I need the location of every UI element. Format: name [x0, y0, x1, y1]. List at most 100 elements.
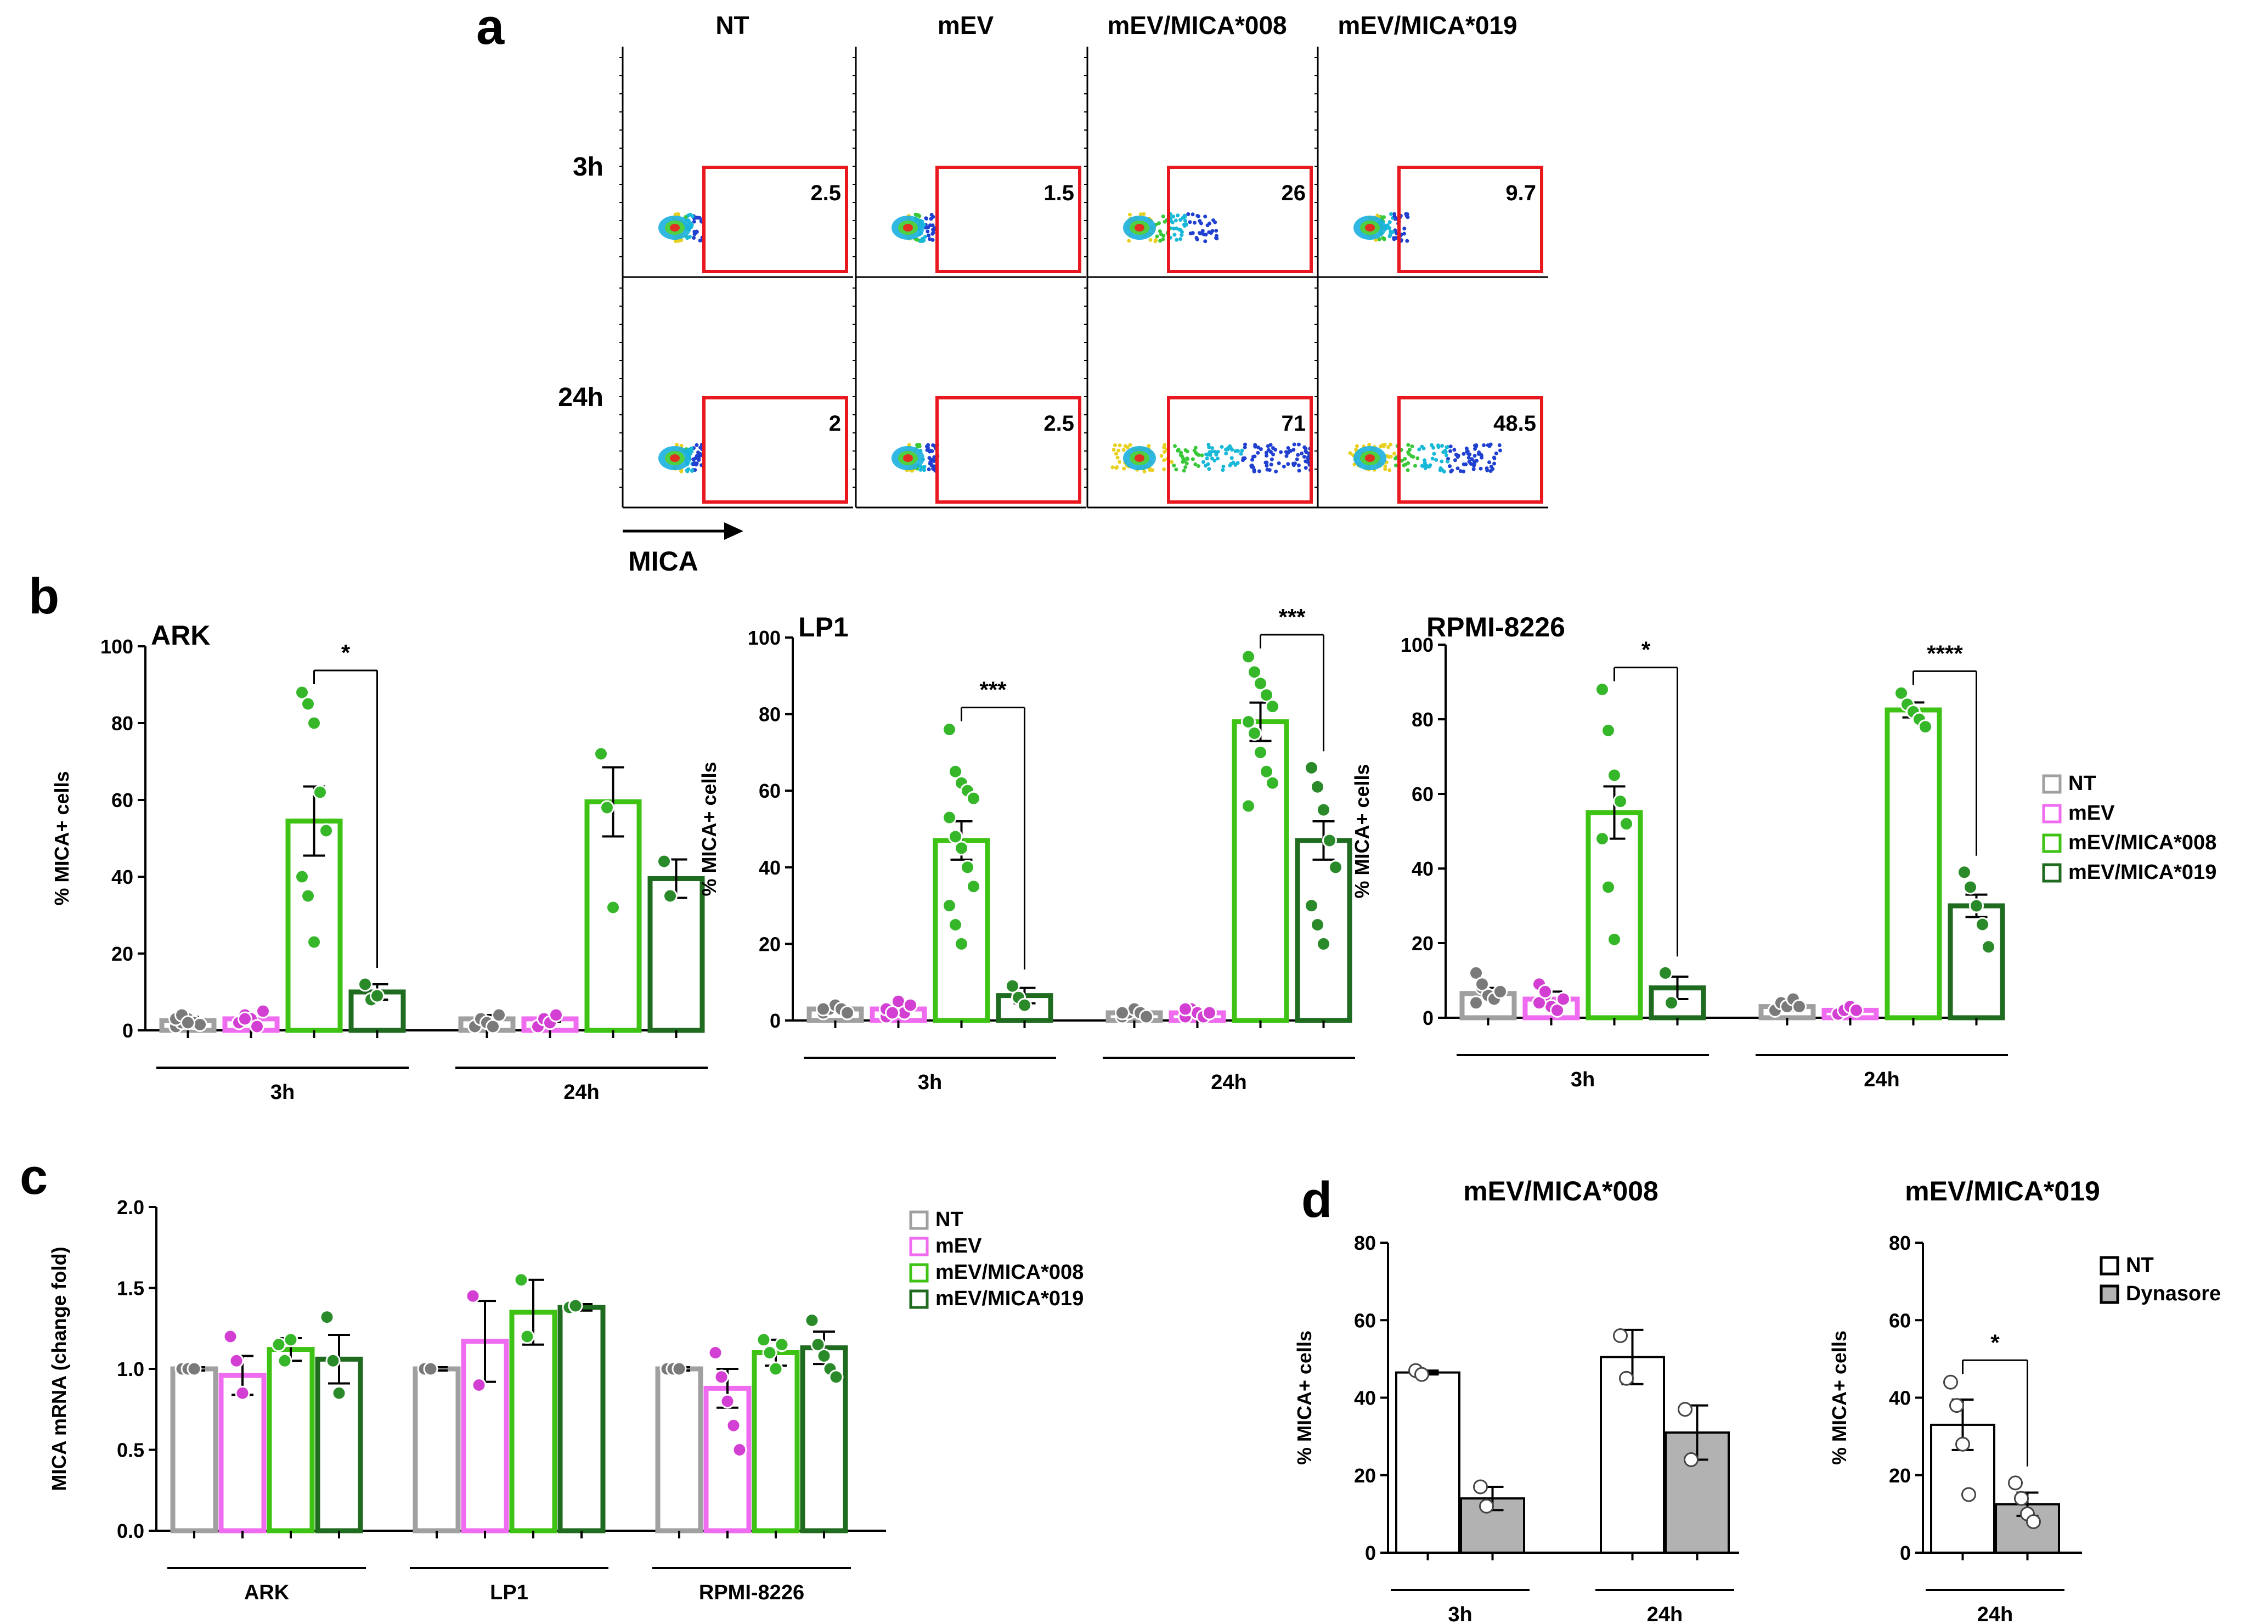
y-axis-label: % MICA+ cells: [698, 762, 720, 896]
data-point: [948, 764, 963, 779]
flow-event-dot: [1221, 464, 1226, 469]
flow-event-dot: [698, 452, 703, 456]
data-point: [283, 1332, 298, 1347]
data-point: [1259, 764, 1274, 779]
data-point: [885, 1005, 900, 1020]
data-point: [1619, 1371, 1634, 1386]
flow-event-dot: [1153, 239, 1158, 244]
group-label-lp1: LP1: [490, 1581, 528, 1604]
flow-event-dot: [1471, 467, 1476, 471]
chart-title: ARK: [151, 620, 210, 651]
data-point: [193, 1017, 207, 1032]
data-point: [1469, 965, 1483, 980]
legend-label-mev-mica-008: mEV/MICA*008: [2068, 831, 2216, 854]
flow-event-dot: [1170, 460, 1174, 464]
flow-event-dot: [1403, 456, 1407, 461]
flow-event-dot: [1434, 458, 1438, 462]
flow-event-dot: [1428, 463, 1432, 467]
data-point: [720, 1394, 735, 1409]
gate-percentage: 26: [1282, 181, 1306, 205]
data-point: [657, 854, 672, 869]
flow-event-dot: [1393, 463, 1398, 467]
flow-population-core: [670, 454, 680, 462]
data-point: [1961, 1487, 1976, 1502]
data-point: [1310, 917, 1325, 932]
bar-mev-mica-019: [315, 1356, 363, 1533]
data-point: [1253, 745, 1268, 760]
y-axis-label: MICA mRNA (change fold): [48, 1247, 70, 1491]
data-point: [1678, 1402, 1692, 1417]
significance-label: ****: [1927, 640, 1963, 666]
flow-event-dot: [1296, 453, 1300, 457]
data-point: [1556, 991, 1571, 1007]
y-axis-label: % MICA+ cells: [50, 771, 73, 905]
flow-event-dot: [1440, 444, 1445, 448]
flow-event-dot: [1469, 461, 1473, 466]
flow-event-dot: [1444, 453, 1448, 458]
significance-label: ***: [979, 677, 1007, 703]
flow-event-dot: [1163, 219, 1167, 224]
flow-event-dot: [1259, 447, 1263, 452]
group-label-3h: 3h: [1448, 1603, 1472, 1624]
flow-event-dot: [1263, 460, 1268, 465]
group-label-24h: 24h: [1977, 1603, 2013, 1624]
flow-event-dot: [1172, 227, 1176, 231]
flow-event-dot: [1147, 444, 1151, 448]
data-point: [1975, 917, 1990, 932]
flow-event-dot: [930, 238, 935, 242]
flow-event-dot: [1185, 449, 1189, 454]
data-point: [187, 1361, 202, 1377]
flow-event-dot: [931, 443, 935, 448]
flow-event-dot: [1286, 446, 1290, 450]
flow-event-dot: [673, 239, 678, 244]
flow-event-dot: [1207, 230, 1211, 234]
flow-event-dot: [1387, 220, 1392, 224]
flow-event-dot: [1355, 444, 1359, 448]
data-point: [732, 1442, 747, 1457]
data-point: [1981, 939, 1996, 955]
data-point: [1202, 1005, 1217, 1020]
flow-event-dot: [1485, 468, 1490, 472]
y-tick-label: 0.0: [117, 1520, 144, 1542]
flow-event-dot: [1175, 226, 1179, 230]
flow-event-dot: [1113, 443, 1117, 447]
data-point: [1469, 995, 1483, 1011]
gate-percentage: 1.5: [1043, 181, 1074, 205]
bar-mev-mica-008: [1232, 719, 1289, 1023]
y-tick-label: 80: [111, 712, 133, 735]
y-tick-label: 80: [1354, 1232, 1376, 1254]
flow-event-dot: [1200, 453, 1204, 458]
flow-event-dot: [1228, 463, 1232, 467]
bar-mev: [703, 1385, 752, 1533]
flow-event-dot: [1186, 212, 1191, 216]
flow-event-dot: [1196, 464, 1200, 468]
flow-event-dot: [1385, 223, 1390, 228]
flow-event-dot: [676, 212, 680, 216]
data-point: [301, 696, 315, 712]
chart-b-lp1: LP1 0 20 40 60 80 100 % MICA+ cells *** 3h *** 24h: [698, 604, 1355, 1094]
flow-event-dot: [930, 449, 934, 453]
flow-event-dot: [1118, 460, 1122, 464]
flow-event-dot: [1215, 236, 1219, 241]
flow-event-dot: [1182, 469, 1186, 473]
legend-swatch-mev: [909, 1237, 929, 1256]
chart-b-ark: ARK 0 20 40 60 80 100 % MICA+ cells * 3h 24h: [50, 620, 708, 1104]
data-point: [486, 1019, 500, 1034]
flow-event-dot: [1203, 215, 1208, 219]
data-point: [325, 1353, 341, 1368]
flow-event-dot: [1201, 460, 1205, 464]
y-tick-label: 1.5: [117, 1277, 144, 1300]
flow-event-dot: [1172, 463, 1176, 467]
flow-event-dot: [1180, 233, 1184, 238]
flow-event-dot: [1446, 444, 1450, 449]
bar-mev-mica-008: [1885, 707, 1942, 1020]
group-label-3h: 3h: [270, 1081, 295, 1104]
chart-title: mEV/MICA*019: [1905, 1176, 2100, 1206]
data-point: [180, 1015, 195, 1030]
flow-population-core: [1135, 224, 1144, 232]
legend-label-nt: NT: [935, 1208, 963, 1231]
flow-event-dot: [1304, 466, 1308, 470]
flow-event-dot: [698, 446, 703, 450]
flow-event-dot: [1462, 469, 1466, 473]
flow-event-dot: [1178, 237, 1183, 241]
